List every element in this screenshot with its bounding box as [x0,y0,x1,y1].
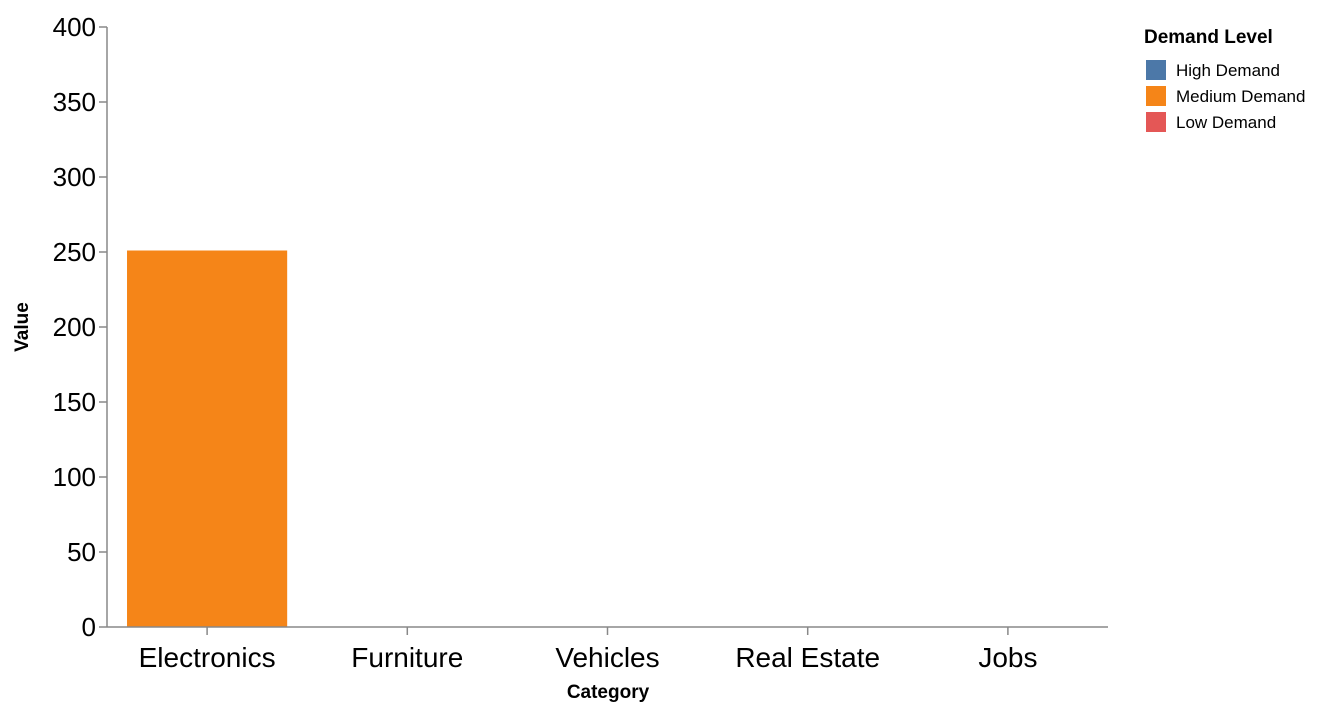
y-tick-label: 250 [53,237,96,267]
legend-title: Demand Level [1144,27,1273,48]
y-tick-label: 350 [53,87,96,117]
y-axis: 0 50 100 150 200 250 300 350 400 [53,12,108,642]
legend-label: Medium Demand [1176,87,1305,106]
bars-layer [127,250,288,627]
legend-items: High Demand Medium Demand Low Demand [1146,60,1305,132]
y-tick-label: 300 [53,162,96,192]
legend-label: Low Demand [1176,113,1276,132]
y-tick-label: 150 [53,387,96,417]
legend-label: High Demand [1176,61,1280,80]
x-tick-label: Real Estate [735,642,880,673]
y-tick-label: 50 [67,537,96,567]
x-axis-title: Category [567,682,650,703]
x-axis: Electronics Furniture Vehicles Real Estate J… [107,626,1108,673]
x-tick-label: Vehicles [555,642,659,673]
x-tick-label: Furniture [351,642,463,673]
legend-swatch [1146,86,1166,106]
x-tick-label: Electronics [139,642,276,673]
legend-swatch [1146,112,1166,132]
y-tick-label: 400 [53,12,96,42]
y-axis-title: Value [12,302,33,352]
y-tick-label: 100 [53,462,96,492]
legend-swatch [1146,60,1166,80]
y-tick-label: 200 [53,312,96,342]
x-tick-label: Jobs [978,642,1037,673]
legend: Demand Level High Demand Medium Demand Low… [1144,27,1305,132]
bar-electronics-medium-demand [127,250,288,627]
y-tick-label: 0 [82,612,96,642]
